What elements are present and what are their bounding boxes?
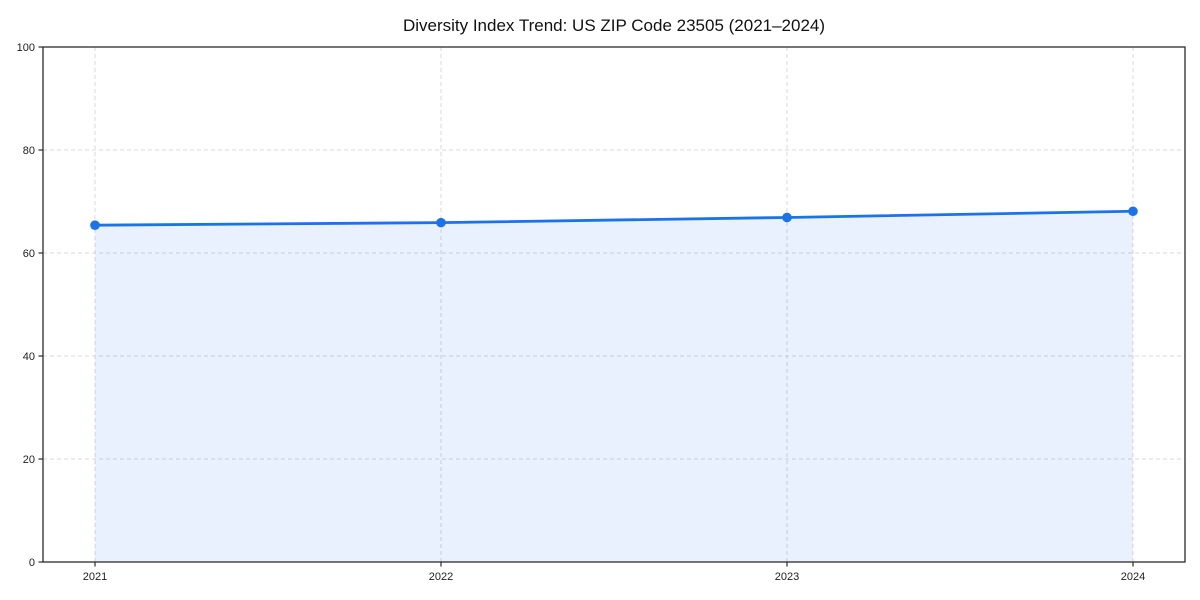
x-tick-label-2024: 2024 bbox=[1121, 571, 1145, 583]
y-tick-label-0: 0 bbox=[29, 557, 35, 569]
y-tick-label-40: 40 bbox=[23, 351, 35, 363]
x-tick-label-2021: 2021 bbox=[83, 571, 107, 583]
chart-title: Diversity Index Trend: US ZIP Code 23505… bbox=[403, 16, 825, 35]
data-point-2022 bbox=[436, 217, 446, 228]
data-point-2021 bbox=[90, 220, 100, 230]
trend-line bbox=[93, 209, 1135, 227]
plot-border bbox=[42, 46, 1186, 563]
area-fill bbox=[95, 211, 1133, 562]
data-point-2024 bbox=[1128, 206, 1138, 217]
x-tick-label-2023: 2023 bbox=[775, 571, 799, 583]
y-tick-label-100: 100 bbox=[17, 42, 35, 54]
plot-area: 0 20 40 60 80 100 2021 2022 2023 2024 bbox=[17, 42, 1186, 583]
y-tick-label-60: 60 bbox=[23, 248, 35, 260]
y-tick-label-20: 20 bbox=[23, 454, 35, 466]
data-point-2023 bbox=[782, 212, 792, 223]
x-tick-label-2022: 2022 bbox=[429, 571, 453, 583]
y-tick-label-80: 80 bbox=[23, 145, 35, 157]
